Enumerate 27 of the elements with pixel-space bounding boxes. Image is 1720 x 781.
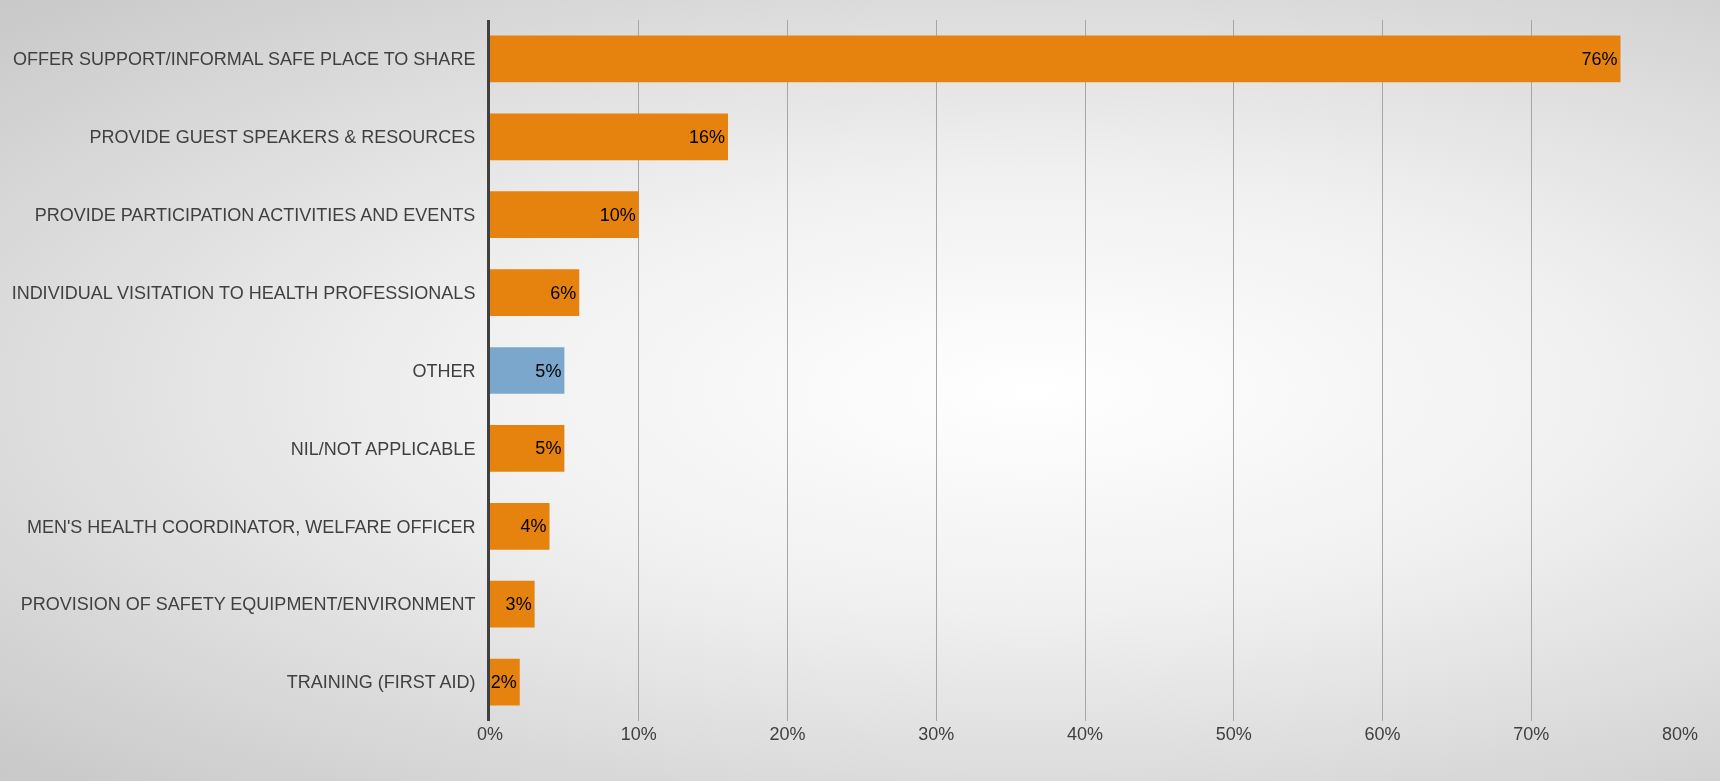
x-tick-label: 40% <box>1066 724 1104 744</box>
x-tick-label: 0% <box>476 724 504 744</box>
y-tick-label: MEN'S HEALTH COORDINATOR, WELFARE OFFICER <box>26 516 476 537</box>
data-label: 16% <box>688 126 725 147</box>
x-tick-label: 60% <box>1364 724 1401 744</box>
x-tick-label: 30% <box>918 724 955 744</box>
data-label: 4% <box>520 516 547 537</box>
y-tick-label: PROVISION OF SAFETY EQUIPMENT/ENVIRONMENT <box>20 594 476 615</box>
y-tick-label: OFFER SUPPORT/INFORMAL SAFE PLACE TO SHARE <box>12 49 476 70</box>
x-tick-label: 50% <box>1215 724 1252 744</box>
y-tick-label: TRAINING (FIRST AID) <box>286 672 476 693</box>
y-tick-label: INDIVIDUAL VISITATION TO HEALTH PROFESSIONALS <box>11 282 476 303</box>
x-tick-label: 20% <box>769 724 806 744</box>
x-tick-label: 70% <box>1513 724 1550 744</box>
y-tick-label: OTHER <box>412 360 476 381</box>
data-label: 6% <box>550 282 577 303</box>
y-tick-label: PROVIDE PARTICIPATION ACTIVITIES AND EVENTS <box>34 205 476 226</box>
data-label: 76% <box>1581 48 1618 69</box>
data-label: 2% <box>490 672 517 693</box>
x-tick-label: 80% <box>1661 724 1699 744</box>
data-label: 5% <box>535 360 562 381</box>
y-tick-label: PROVIDE GUEST SPEAKERS & RESOURCES <box>89 127 476 148</box>
data-label: 5% <box>535 438 562 459</box>
x-tick-label: 10% <box>620 724 657 744</box>
data-label: 10% <box>599 204 636 225</box>
y-tick-label: NIL/NOT APPLICABLE <box>290 438 476 459</box>
data-label: 3% <box>505 594 532 615</box>
